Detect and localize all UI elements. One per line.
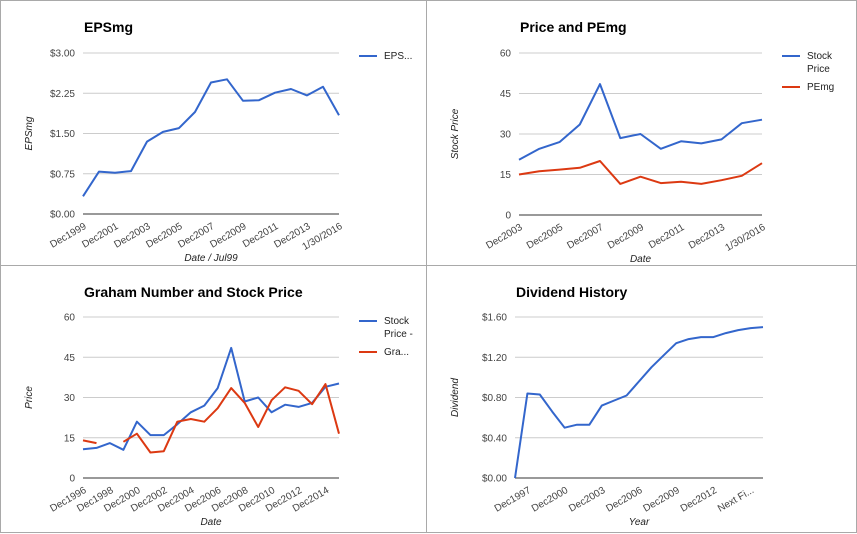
series-line-0 [82,346,340,451]
x-tick-label: Next Fi... [716,485,756,515]
y-tick-label: 30 [500,130,512,141]
x-tick-label: Dec2009 [208,221,249,251]
y-tick-label: 45 [500,89,512,100]
x-axis-title: Date [630,254,652,265]
x-tick-label: Dec2009 [642,485,683,515]
y-tick-label: $2.25 [50,89,75,100]
legend-label: Stock [807,51,833,62]
x-axis-title: Date / Jul99 [184,253,238,264]
y-tick-label: 30 [64,393,76,404]
chart-title: Price and PEmg [520,19,627,35]
chart-title: Graham Number and Stock Price [84,284,303,300]
y-tick-label: $0.00 [482,474,507,485]
series-line-0 [518,83,763,161]
x-tick-label: 1/30/2016 [723,222,767,254]
x-tick-label: Dec2006 [604,485,645,515]
x-tick-label: Dec2003 [484,222,525,252]
y-tick-label: 0 [505,211,511,222]
y-tick-label: $0.80 [482,393,507,404]
x-tick-label: Dec2003 [567,485,608,515]
y-tick-label: 45 [64,353,76,364]
series-line-1 [122,383,340,454]
chart-panel-dividend: Dividend History $0.00 $0.40 $0.80 $1.20 $1.6… [426,265,857,533]
y-tick-label: 60 [500,49,512,60]
y-tick-label: $0.40 [482,433,507,444]
y-tick-label: $0.75 [50,169,75,180]
legend-label: Stock [384,316,410,327]
x-tick-label: Dec2007 [565,222,606,252]
y-axis-title: Stock Price [450,108,461,159]
y-axis-title: Price [24,386,35,409]
y-tick-label: 0 [69,474,75,485]
chart-title: Dividend History [516,284,627,300]
chart-panel-graham: Graham Number and Stock Price 0 15 30 45 60 De… [0,265,427,533]
series-line-1 [518,160,763,185]
series-line-1 [82,439,97,445]
x-tick-label: Dec2009 [606,222,647,252]
y-axis-title: Dividend [450,378,461,417]
y-tick-label: $3.00 [50,49,75,60]
chart-epsmg: EPSmg$0.00$0.75$1.50$2.25$3.00Dec1999Dec… [24,19,412,264]
chart-dividend: Dividend History $0.00 $0.40 $0.80 $1.20 $1.6… [450,284,764,528]
legend-label: Price - [384,329,413,340]
chart-panel-epsmg: EPSmg $0.00 $0.75 $1.50 $2.25 $3.00 Dec1999 Dec… [0,0,427,266]
chart-graham: Graham Number and Stock Price015304560De… [24,284,413,528]
y-tick-label: $0.00 [50,210,75,221]
x-tick-label: Dec2005 [525,222,566,252]
y-tick-label: 60 [64,313,76,324]
y-axis-title: EPSmg [24,116,35,150]
x-tick-label: Dec1997 [493,485,534,515]
x-tick-label: Dec2000 [530,485,571,515]
legend-label: PEmg [807,82,834,93]
legend-label: Price [807,64,830,75]
y-tick-label: $1.60 [482,313,507,324]
y-tick-label: 15 [500,170,512,181]
x-axis-title: Year [629,517,650,528]
y-tick-label: 15 [64,433,76,444]
legend-label: EPS... [384,51,412,62]
x-axis-title: Date [200,517,222,528]
x-tick-label: Dec2012 [679,485,720,515]
chart-title: EPSmg [84,19,133,35]
x-tick-label: Dec2011 [647,222,687,251]
chart-panel-price-pemg: Price and PEmg 0 15 30 45 60 Dec2003 Dec2005 Dec… [426,0,857,266]
x-tick-label: Dec2013 [687,222,728,252]
y-tick-label: $1.50 [50,129,75,140]
legend-label: Gra... [384,347,409,358]
series-line-0 [82,78,340,197]
y-tick-label: $1.20 [482,353,507,364]
series-line-0 [514,326,764,479]
